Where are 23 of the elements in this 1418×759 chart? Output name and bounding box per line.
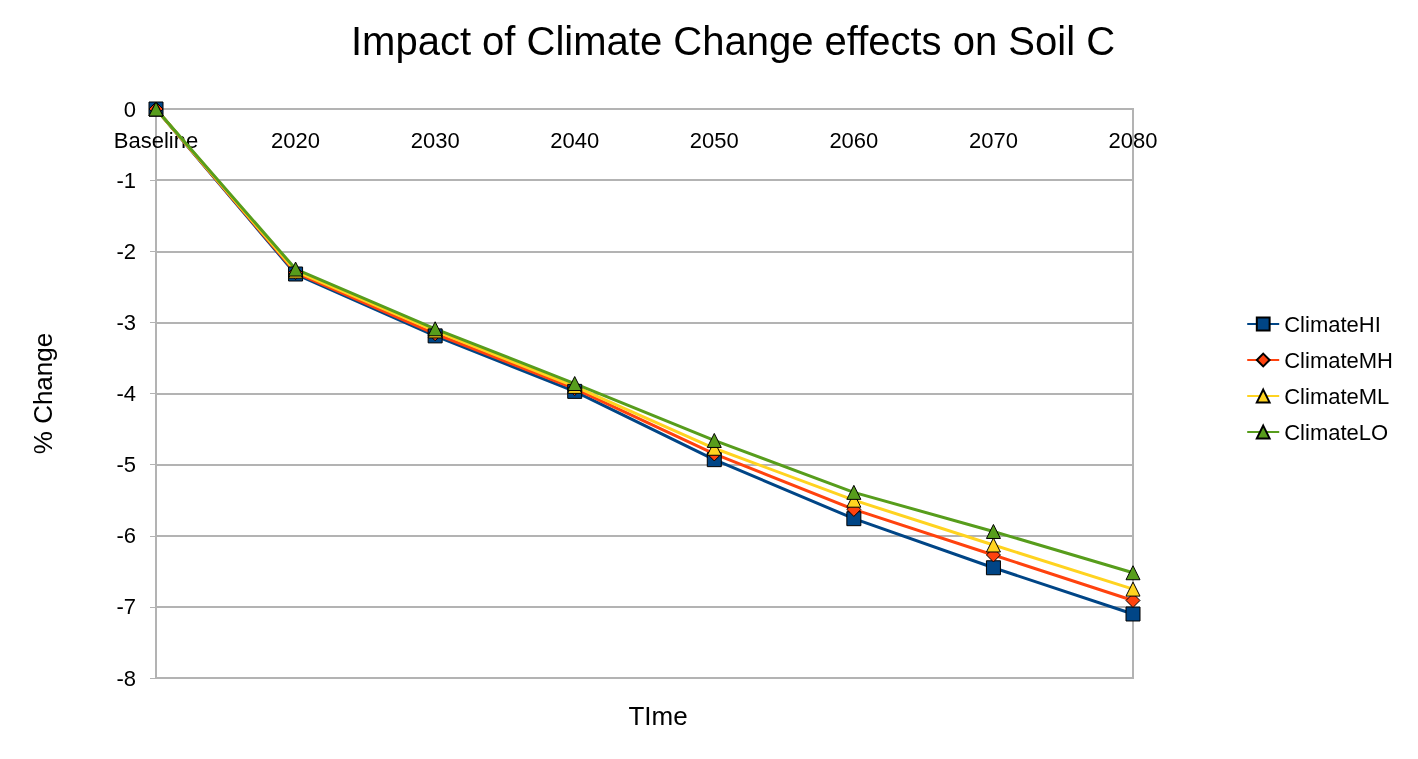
legend-label: ClimateLO [1284,419,1389,445]
y-tick-label: -4 [116,381,136,406]
x-tick-label: 2060 [829,127,879,153]
legend-label: ClimateML [1284,383,1390,409]
x-tick-label: 2020 [271,127,321,153]
y-tick-label: -8 [116,665,136,691]
y-tick-label: -1 [116,167,136,193]
y-tick-label: 0 [123,96,136,122]
y-tick-label: -6 [116,523,136,549]
chart-title: Impact of Climate Change effects on Soil C [350,19,1116,63]
y-tick-label: -7 [116,594,136,620]
x-axis-title: TIme [628,701,688,731]
y-tick-label: -5 [116,452,136,478]
x-tick-label: 2040 [550,127,600,153]
x-tick-label: 2050 [689,127,739,153]
legend-label: ClimateMH [1284,347,1394,373]
x-tick-label: 2030 [410,127,460,153]
y-axis-title: % Change [28,332,58,455]
x-tick-label: 2080 [1108,127,1158,153]
legend-label: ClimateHI [1284,311,1381,337]
x-tick-label: 2070 [968,127,1018,153]
y-tick-label: -2 [116,238,136,264]
y-tick-label: -3 [116,309,136,335]
